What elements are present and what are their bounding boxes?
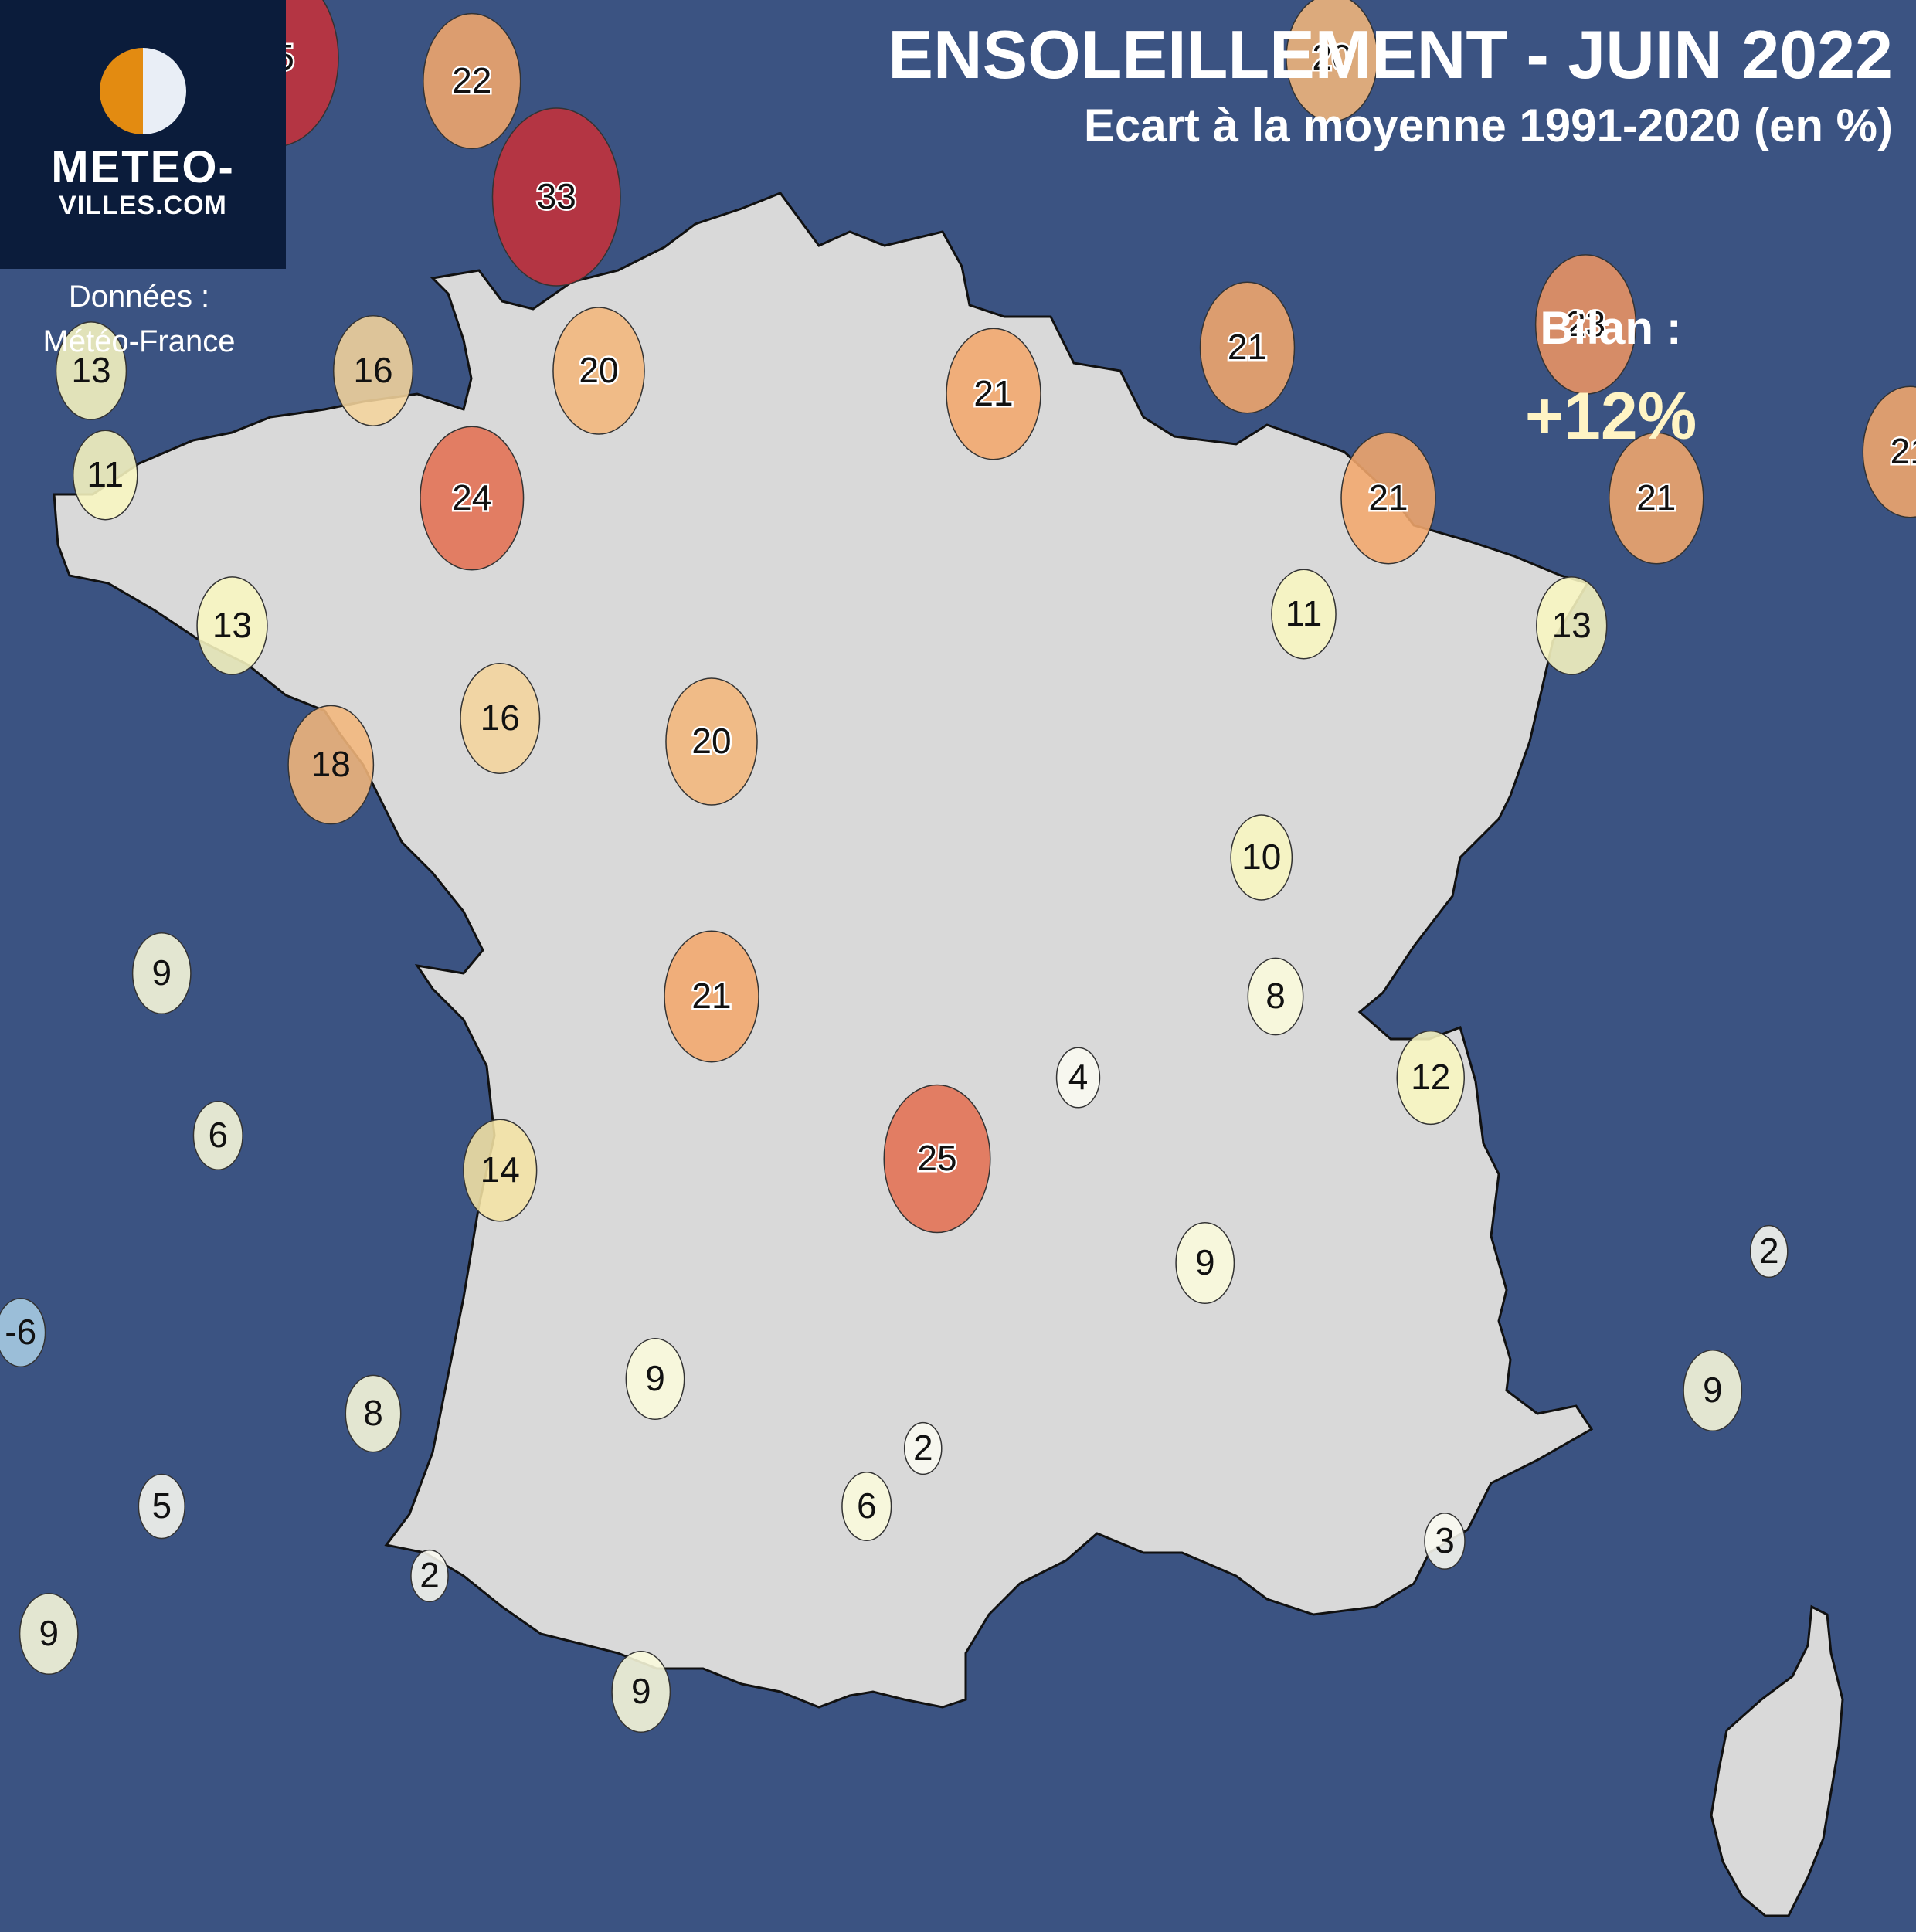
station-marker: 9 <box>20 1594 78 1675</box>
station-value-label: 21 <box>1891 431 1916 471</box>
station-marker: 4 <box>1057 1047 1100 1108</box>
station-value-label: 13 <box>212 605 252 645</box>
station-value-label: 5 <box>151 1486 172 1526</box>
station-marker: 9 <box>1683 1350 1741 1431</box>
data-credit-source: Météo-France <box>0 324 278 359</box>
station-marker: 12 <box>1397 1031 1464 1125</box>
station-value-label: 21 <box>973 373 1013 413</box>
station-value-label: 8 <box>1265 976 1286 1016</box>
station-value-label: 25 <box>917 1138 956 1178</box>
station-marker: 13 <box>1537 577 1607 674</box>
station-value-label: 18 <box>311 744 351 784</box>
station-value-label: 6 <box>857 1486 877 1526</box>
station-marker: 6 <box>842 1472 892 1540</box>
data-credit-label: Données : <box>0 280 278 314</box>
station-value-label: 16 <box>481 698 520 738</box>
station-value-label: 2 <box>1759 1231 1779 1271</box>
station-marker: 2 <box>1751 1226 1788 1278</box>
station-value-label: -6 <box>5 1312 36 1352</box>
station-marker: 21 <box>946 328 1041 459</box>
station-value-label: 11 <box>1286 593 1323 633</box>
station-marker: 21 <box>1201 282 1295 413</box>
station-marker: 13 <box>197 577 267 674</box>
station-marker: 33 <box>492 108 620 286</box>
station-marker: 22 <box>423 14 521 149</box>
station-marker: 9 <box>133 933 191 1014</box>
station-marker: 20 <box>666 678 757 805</box>
station-marker: 8 <box>345 1375 400 1452</box>
station-value-label: 8 <box>363 1393 383 1433</box>
corsica-shape <box>1711 1607 1843 1916</box>
station-value-label: 9 <box>39 1613 59 1653</box>
station-value-label: 9 <box>1195 1242 1215 1282</box>
station-marker: 9 <box>1176 1223 1234 1304</box>
station-marker: 18 <box>288 705 373 823</box>
bilan-label: Bilan : <box>1452 301 1769 355</box>
station-marker: 3 <box>1425 1513 1465 1569</box>
station-marker: 2 <box>411 1550 448 1602</box>
station-value-label: 24 <box>452 477 491 518</box>
station-marker: 14 <box>464 1119 537 1221</box>
bilan-value: +12% <box>1452 379 1769 455</box>
station-value-label: 4 <box>1068 1057 1089 1097</box>
sun-icon <box>97 45 189 138</box>
station-value-label: 9 <box>645 1358 665 1398</box>
station-marker: 6 <box>193 1102 243 1170</box>
station-marker: 2 <box>905 1423 942 1475</box>
station-value-label: 9 <box>151 952 172 993</box>
station-value-label: 21 <box>1636 477 1676 518</box>
station-value-label: 21 <box>1228 327 1267 367</box>
station-value-label: 21 <box>1368 477 1408 518</box>
station-value-label: 22 <box>452 60 491 100</box>
station-value-label: 16 <box>353 350 392 390</box>
station-marker: 21 <box>664 931 759 1061</box>
station-value-label: 33 <box>537 176 576 216</box>
station-value-label: 20 <box>691 721 731 761</box>
station-marker: 20 <box>553 307 644 434</box>
station-marker: 11 <box>73 430 138 519</box>
station-marker: 16 <box>460 664 540 773</box>
logo-text-line2: VILLES.COM <box>0 191 286 221</box>
station-marker: 21 <box>1341 433 1435 563</box>
station-marker: 8 <box>1248 958 1303 1034</box>
station-value-label: 20 <box>579 350 618 390</box>
station-value-label: 9 <box>631 1671 651 1711</box>
station-marker: 5 <box>138 1475 185 1539</box>
station-value-label: 13 <box>1552 605 1592 645</box>
station-value-label: 12 <box>1411 1057 1450 1097</box>
map-subtitle: Ecart à la moyenne 1991-2020 (en %) <box>1084 99 1893 152</box>
station-value-label: 10 <box>1242 837 1281 877</box>
station-marker: 11 <box>1272 569 1336 658</box>
logo-text-line1: METEO- <box>0 141 286 193</box>
france-map: 3135222013933191213162021212325101115242… <box>0 0 1916 1932</box>
station-value-label: 14 <box>481 1149 520 1190</box>
mainland-france-shape <box>54 193 1592 1707</box>
station-marker: 9 <box>626 1339 684 1420</box>
map-title: ENSOLEILLEMENT - JUIN 2022 <box>888 15 1893 94</box>
station-marker: -6 <box>0 1299 46 1367</box>
station-marker: 9 <box>612 1652 670 1733</box>
station-value-label: 3 <box>1435 1520 1455 1560</box>
map-canvas: 3135222013933191213162021212325101115242… <box>0 0 1916 1932</box>
station-marker: 24 <box>420 426 524 570</box>
station-value-label: 2 <box>913 1428 933 1468</box>
station-marker: 16 <box>334 316 413 426</box>
station-value-label: 11 <box>87 454 124 494</box>
station-value-label: 2 <box>420 1555 440 1595</box>
station-marker: 10 <box>1231 815 1292 900</box>
station-value-label: 6 <box>208 1115 228 1155</box>
station-value-label: 21 <box>691 976 731 1016</box>
station-value-label: 9 <box>1703 1370 1723 1410</box>
station-marker: 25 <box>884 1085 990 1233</box>
station-marker: 21 <box>1863 386 1916 517</box>
logo-panel: METEO- VILLES.COM <box>0 0 286 269</box>
